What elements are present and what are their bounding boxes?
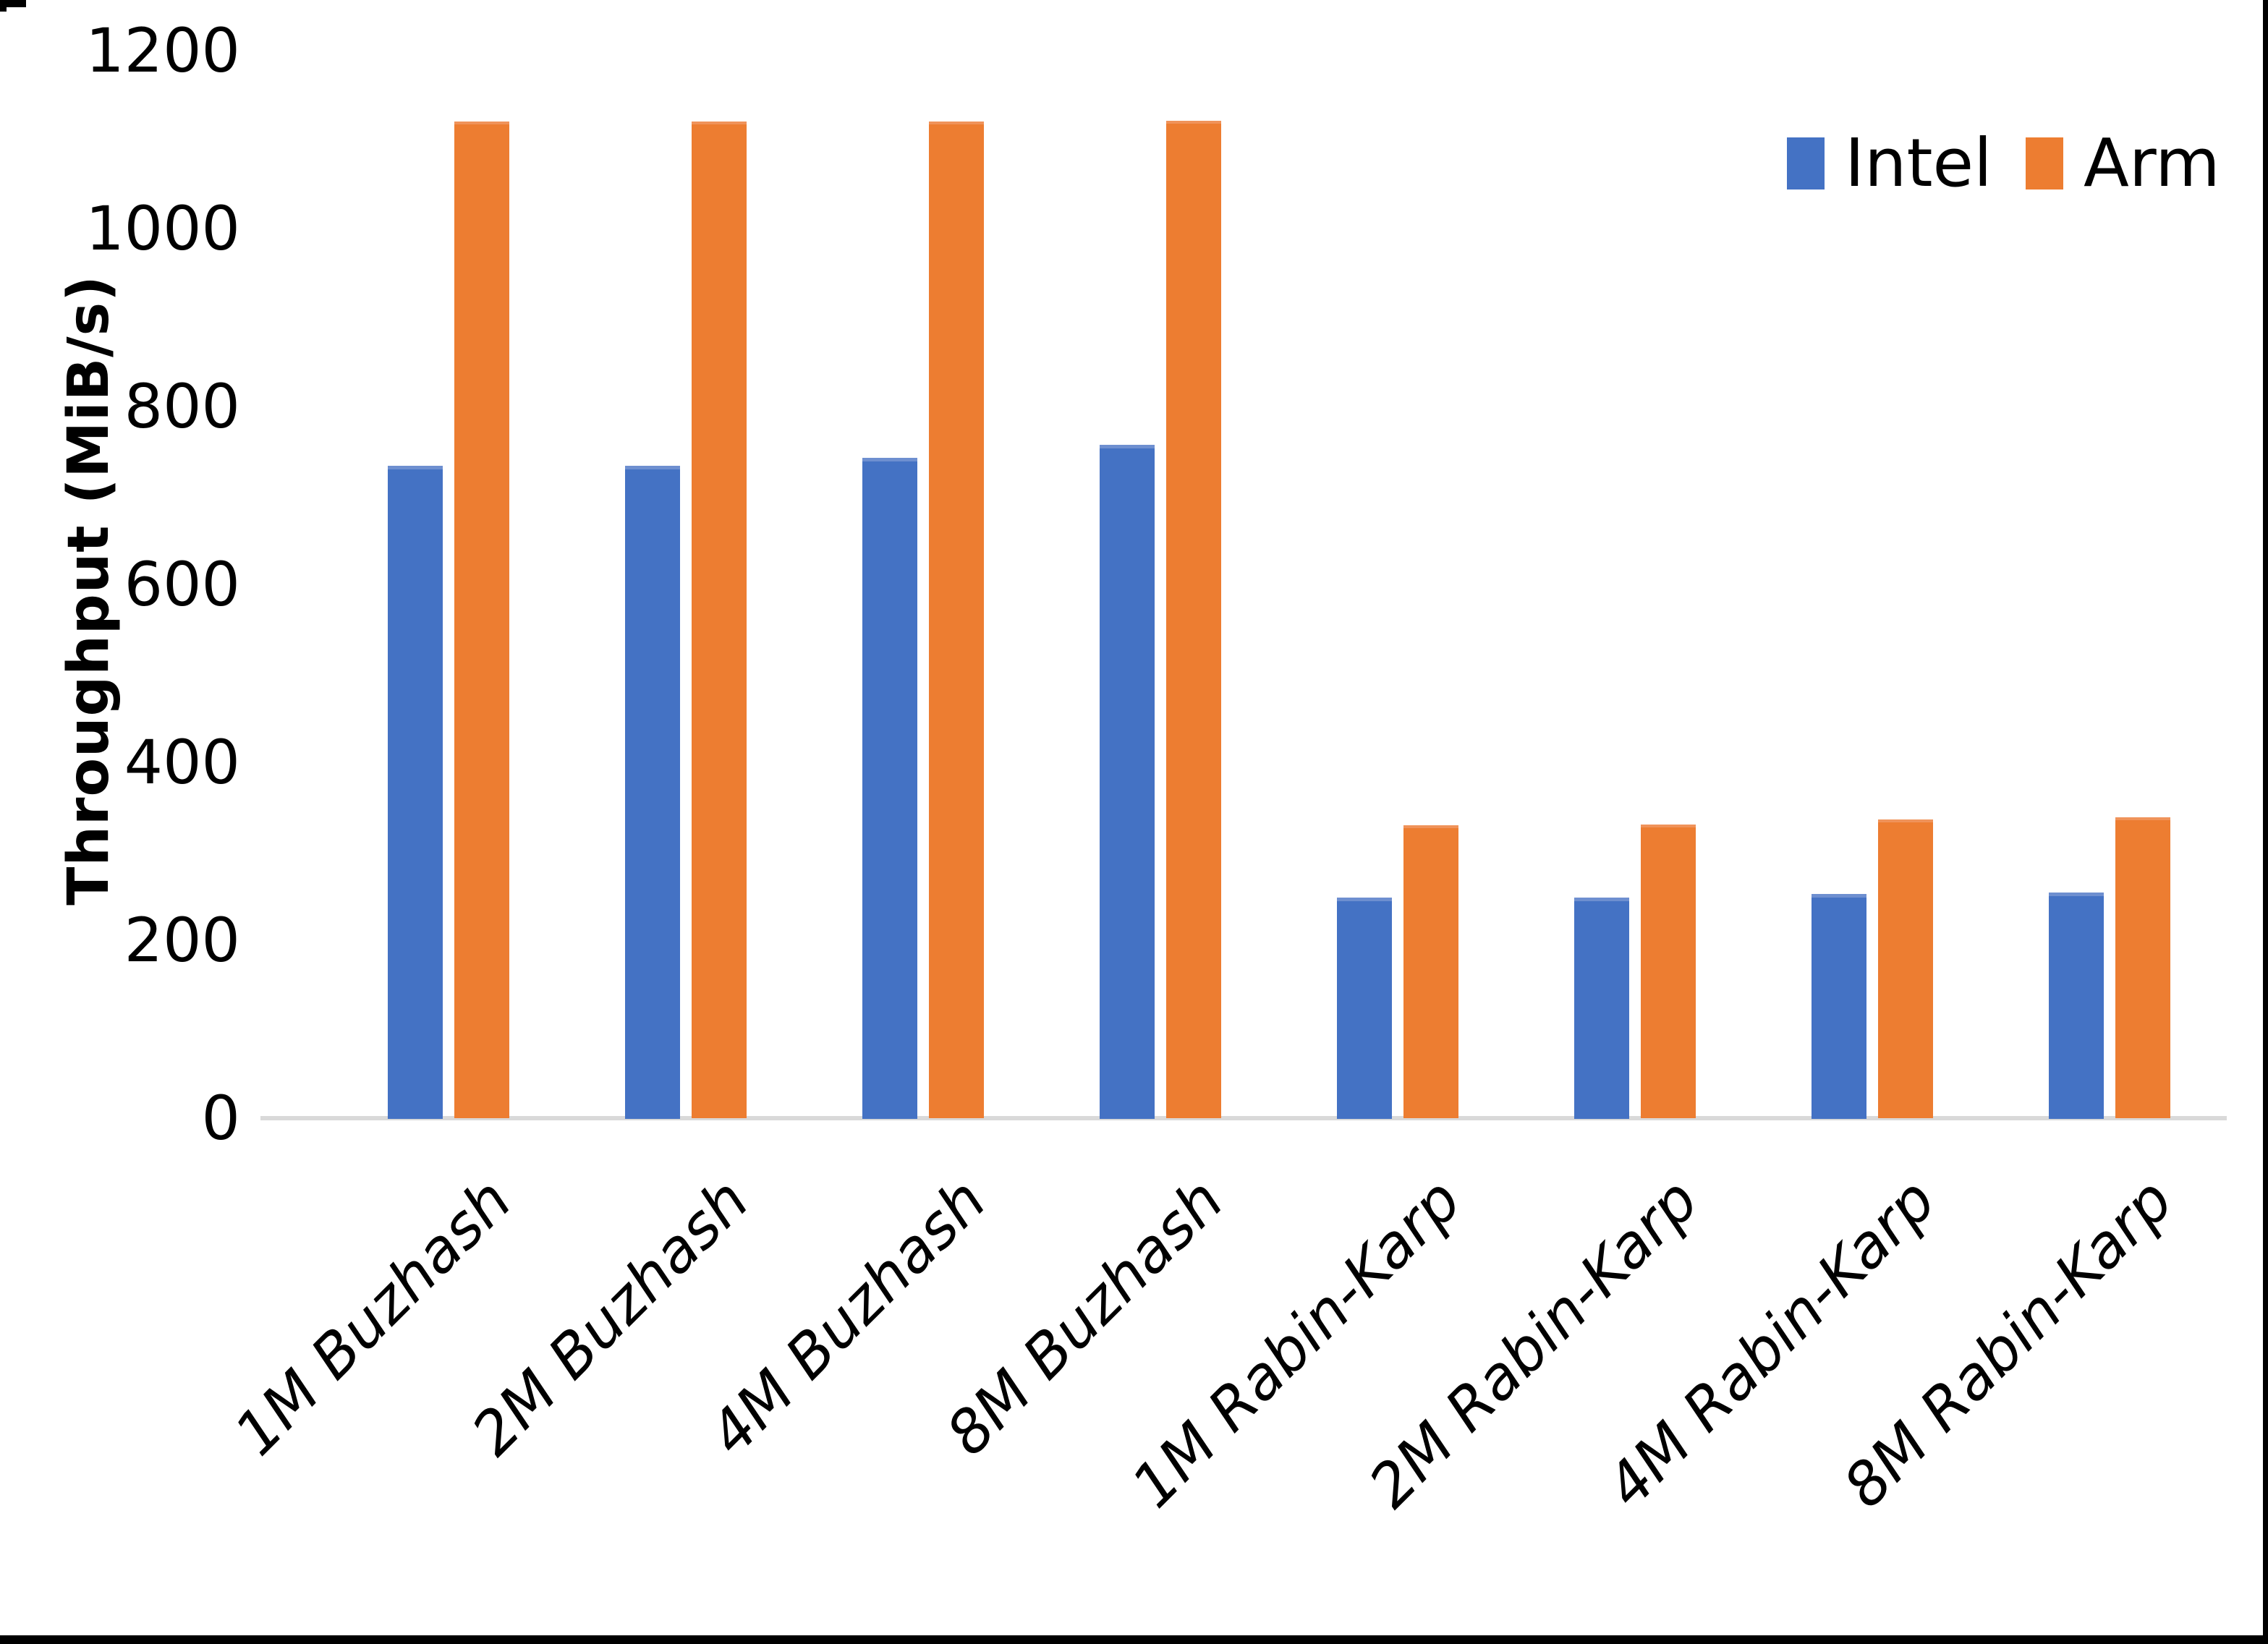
bar-intel-4 <box>1337 898 1392 1119</box>
bar-intel-0 <box>388 466 443 1119</box>
bar-intel-7 <box>2049 893 2104 1119</box>
y-tick-label-1200: 1200 <box>85 15 240 86</box>
y-tick-label-400: 400 <box>124 727 240 798</box>
x-axis-line <box>260 1116 2227 1120</box>
bar-arm-1 <box>692 122 747 1118</box>
bar-intel-6 <box>1812 894 1866 1119</box>
bar-intel-3 <box>1100 445 1155 1119</box>
y-tick-label-1000: 1000 <box>85 193 240 264</box>
legend-swatch-intel <box>1787 137 1825 189</box>
bar-intel-5 <box>1574 898 1629 1119</box>
bottom-border <box>0 1635 2268 1644</box>
legend-label-intel: Intel <box>1845 124 1992 202</box>
y-tick-label-0: 0 <box>201 1083 240 1154</box>
y-tick-label-600: 600 <box>124 549 240 620</box>
legend-swatch-arm <box>2026 137 2063 189</box>
bar-arm-2 <box>929 122 984 1118</box>
bar-arm-0 <box>454 122 509 1118</box>
bar-arm-3 <box>1166 121 1221 1118</box>
bar-arm-6 <box>1878 819 1933 1118</box>
right-border <box>2263 0 2268 1644</box>
bar-arm-4 <box>1403 825 1458 1118</box>
y-tick-label-800: 800 <box>124 371 240 442</box>
bar-arm-7 <box>2115 817 2170 1118</box>
y-axis-title: Throughput (MiB/s) <box>56 275 122 906</box>
bar-arm-5 <box>1641 825 1696 1118</box>
legend-item-arm: Arm <box>2026 124 2220 202</box>
legend-label-arm: Arm <box>2084 124 2220 202</box>
legend-item-intel: Intel <box>1787 124 1992 202</box>
bar-intel-1 <box>625 466 680 1119</box>
top-left-border-fragment <box>0 0 26 7</box>
y-tick-label-200: 200 <box>124 905 240 976</box>
left-border-fragment <box>0 0 7 12</box>
bar-intel-2 <box>862 458 917 1119</box>
